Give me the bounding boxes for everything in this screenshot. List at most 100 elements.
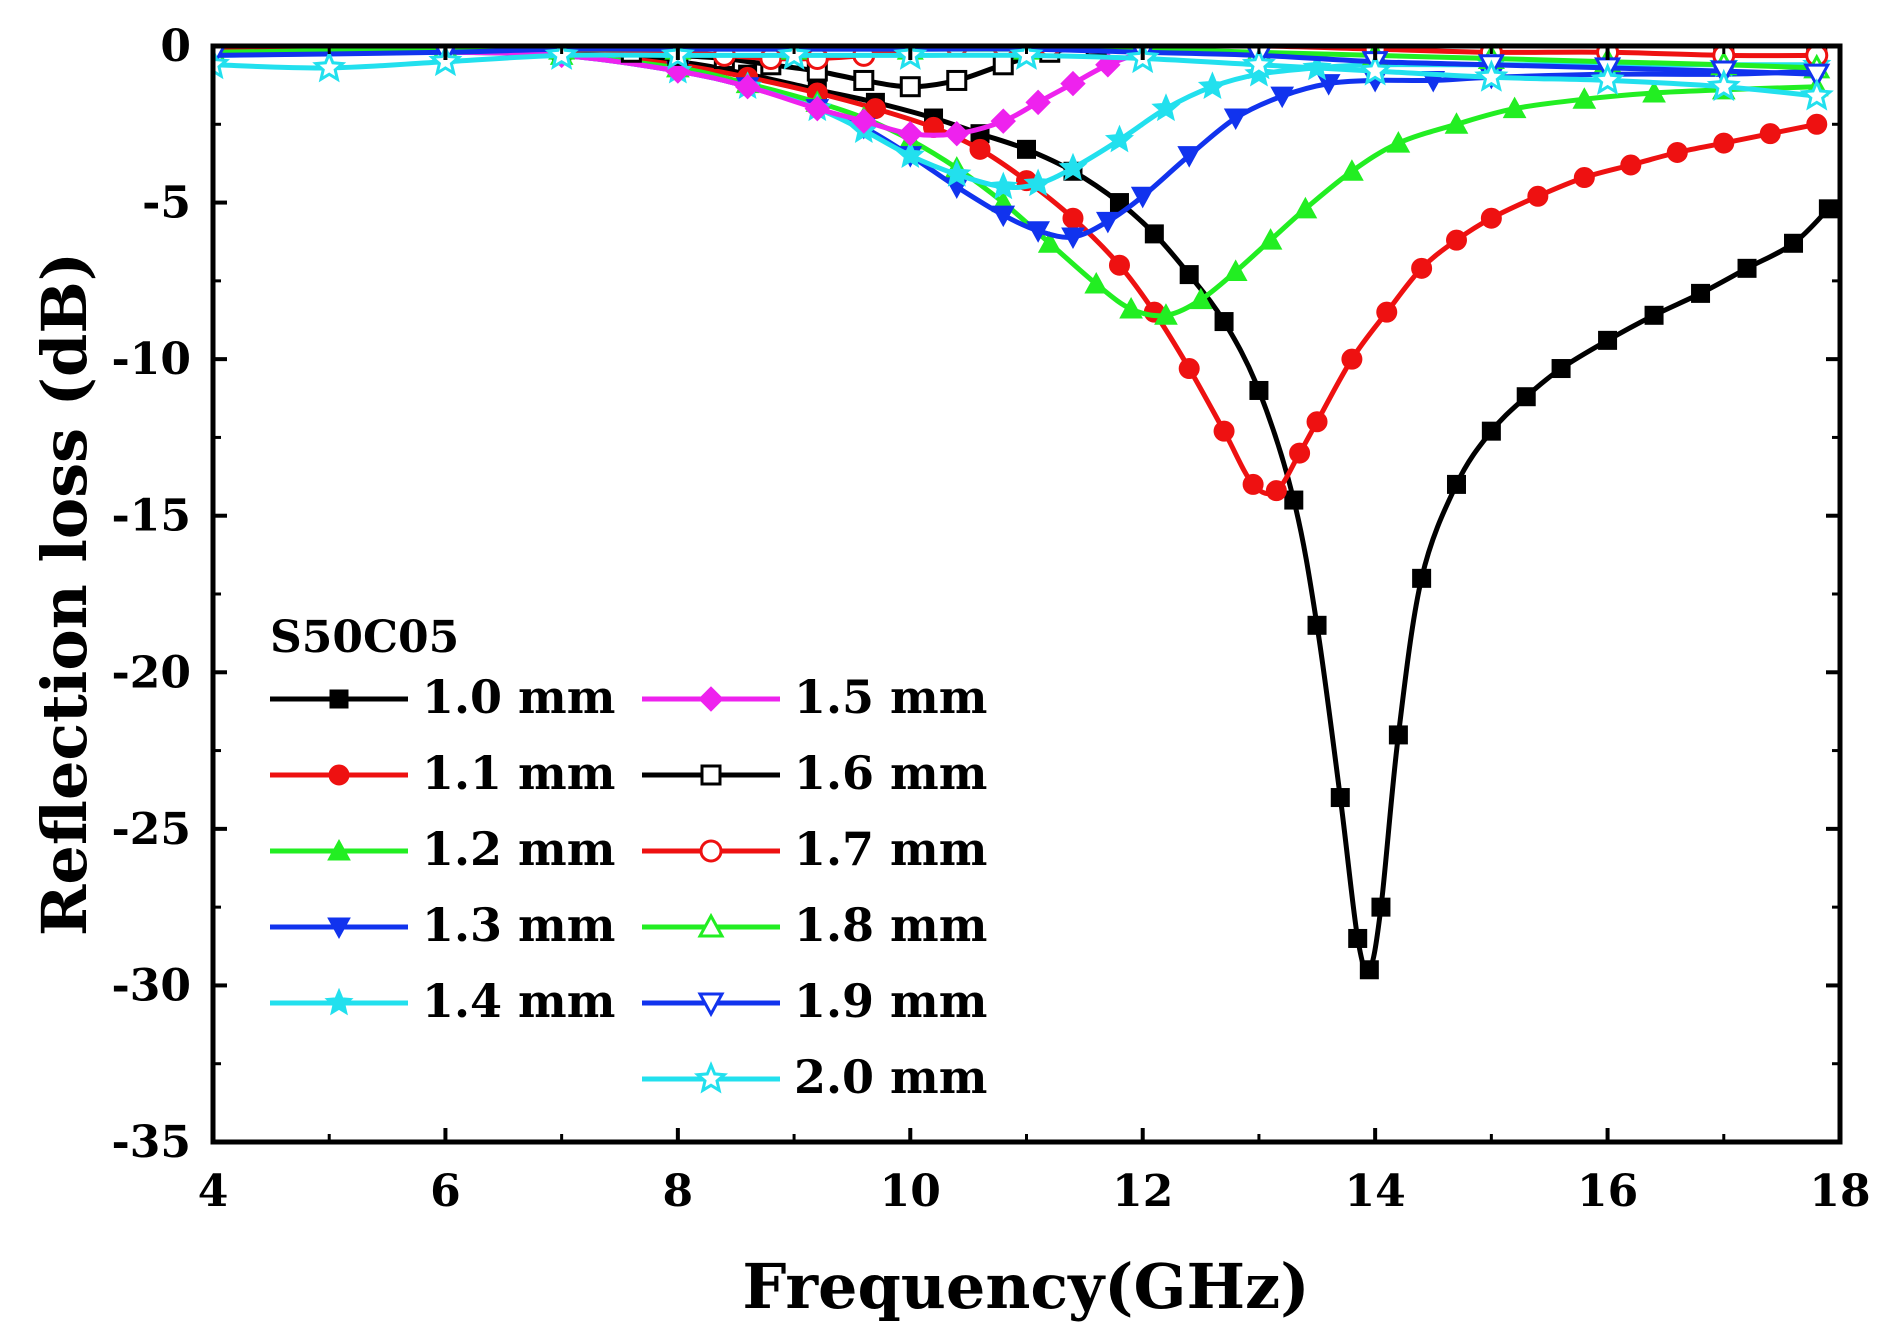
data-point xyxy=(1061,227,1085,250)
legend-marker xyxy=(328,764,350,786)
data-point xyxy=(1188,287,1213,310)
data-point xyxy=(1527,185,1549,207)
data-point xyxy=(1784,233,1804,253)
data-point xyxy=(1386,131,1411,153)
data-point xyxy=(1358,53,1393,86)
y-tick-label: -20 xyxy=(112,647,192,698)
series-line xyxy=(213,46,1817,77)
data-point xyxy=(1104,124,1135,153)
data-point xyxy=(1223,259,1248,281)
data-point xyxy=(1713,132,1735,154)
data-point xyxy=(544,46,579,70)
data-point xyxy=(1759,123,1781,145)
legend-entry: 1.1 mm xyxy=(270,746,615,800)
data-point xyxy=(1249,380,1269,400)
legend-entry: 1.3 mm xyxy=(270,898,615,952)
legend-marker xyxy=(693,1061,729,1094)
data-point xyxy=(1096,211,1120,234)
y-tick-label: -35 xyxy=(112,1117,192,1168)
data-point xyxy=(1197,71,1228,100)
legend-marker xyxy=(700,764,722,786)
data-point xyxy=(1095,52,1121,78)
y-tick-label: -25 xyxy=(112,804,192,855)
data-point xyxy=(1388,725,1408,745)
legend-label: 1.7 mm xyxy=(794,822,987,876)
data-point xyxy=(1213,420,1235,442)
data-point xyxy=(1806,113,1828,135)
data-point xyxy=(1799,78,1834,111)
data-point xyxy=(1241,46,1276,80)
data-point xyxy=(1023,168,1053,197)
legend-entry: 1.9 mm xyxy=(642,974,987,1028)
data-point xyxy=(1144,224,1164,244)
data-point xyxy=(312,49,347,83)
data-point xyxy=(1330,788,1350,808)
x-tick-label: 18 xyxy=(1809,1166,1870,1217)
data-point xyxy=(851,108,877,134)
data-point xyxy=(1376,301,1398,323)
legend-marker xyxy=(329,689,349,709)
legend-marker xyxy=(327,917,351,940)
data-point xyxy=(213,46,231,80)
data-point xyxy=(1803,63,1831,89)
legend-marker xyxy=(324,987,354,1016)
data-point xyxy=(1551,359,1571,379)
legend-entry: 1.8 mm xyxy=(642,898,987,952)
data-point xyxy=(1348,928,1368,948)
data-point xyxy=(1178,358,1200,380)
x-tick-label: 16 xyxy=(1577,1166,1638,1217)
data-point xyxy=(1691,283,1711,303)
data-point xyxy=(895,140,925,168)
data-point xyxy=(1481,421,1501,441)
data-point xyxy=(1119,297,1143,319)
data-point xyxy=(1598,330,1618,350)
y-tick-label: 0 xyxy=(160,21,191,72)
y-tick-label: -5 xyxy=(142,178,191,229)
data-point xyxy=(1444,112,1469,134)
data-point xyxy=(1293,196,1318,219)
data-point xyxy=(1573,167,1595,189)
legend-label: 1.1 mm xyxy=(422,746,615,800)
data-point xyxy=(777,46,812,70)
legend-label: 1.5 mm xyxy=(794,670,987,724)
legend-entry: 1.7 mm xyxy=(642,822,987,876)
x-tick-label: 4 xyxy=(198,1166,229,1217)
data-point xyxy=(1737,258,1757,278)
data-point xyxy=(1026,221,1050,243)
data-point xyxy=(1480,207,1502,229)
data-point xyxy=(1644,305,1664,325)
data-point xyxy=(804,95,831,122)
y-tick-label: -10 xyxy=(112,334,192,385)
data-point xyxy=(1270,86,1295,109)
data-point xyxy=(1666,141,1688,163)
series-line xyxy=(213,46,1831,974)
data-point xyxy=(1025,89,1051,116)
legend: 1.0 mm 1.1 mm 1.2 mm 1.3 mm 1.4 mm 1.5 mm 1.6 … xyxy=(270,670,987,1104)
legend-label: 1.9 mm xyxy=(794,974,987,1028)
legend-entry: 1.6 mm xyxy=(642,746,987,800)
data-point xyxy=(1359,960,1379,980)
data-point xyxy=(1177,146,1202,168)
legend-label: 1.2 mm xyxy=(422,822,615,876)
legend-entry: 1.4 mm xyxy=(270,974,615,1028)
data-point xyxy=(853,69,875,91)
data-point xyxy=(1084,271,1109,294)
data-point xyxy=(1590,62,1625,95)
data-point xyxy=(1258,228,1283,250)
data-point xyxy=(991,205,1016,228)
data-point xyxy=(1130,186,1155,209)
data-point xyxy=(942,159,972,187)
legend-label: 1.3 mm xyxy=(422,898,615,952)
legend-title: S50C05 xyxy=(270,612,459,663)
data-point xyxy=(1009,46,1044,70)
data-point xyxy=(946,69,968,91)
legend-label: 1.4 mm xyxy=(422,974,615,1028)
legend-label: 1.6 mm xyxy=(794,746,987,800)
data-point xyxy=(969,138,991,160)
data-point xyxy=(988,171,1018,200)
data-point xyxy=(1411,257,1433,279)
legend-entry: 1.2 mm xyxy=(270,822,615,876)
data-point xyxy=(734,74,761,100)
data-point xyxy=(1037,231,1062,253)
